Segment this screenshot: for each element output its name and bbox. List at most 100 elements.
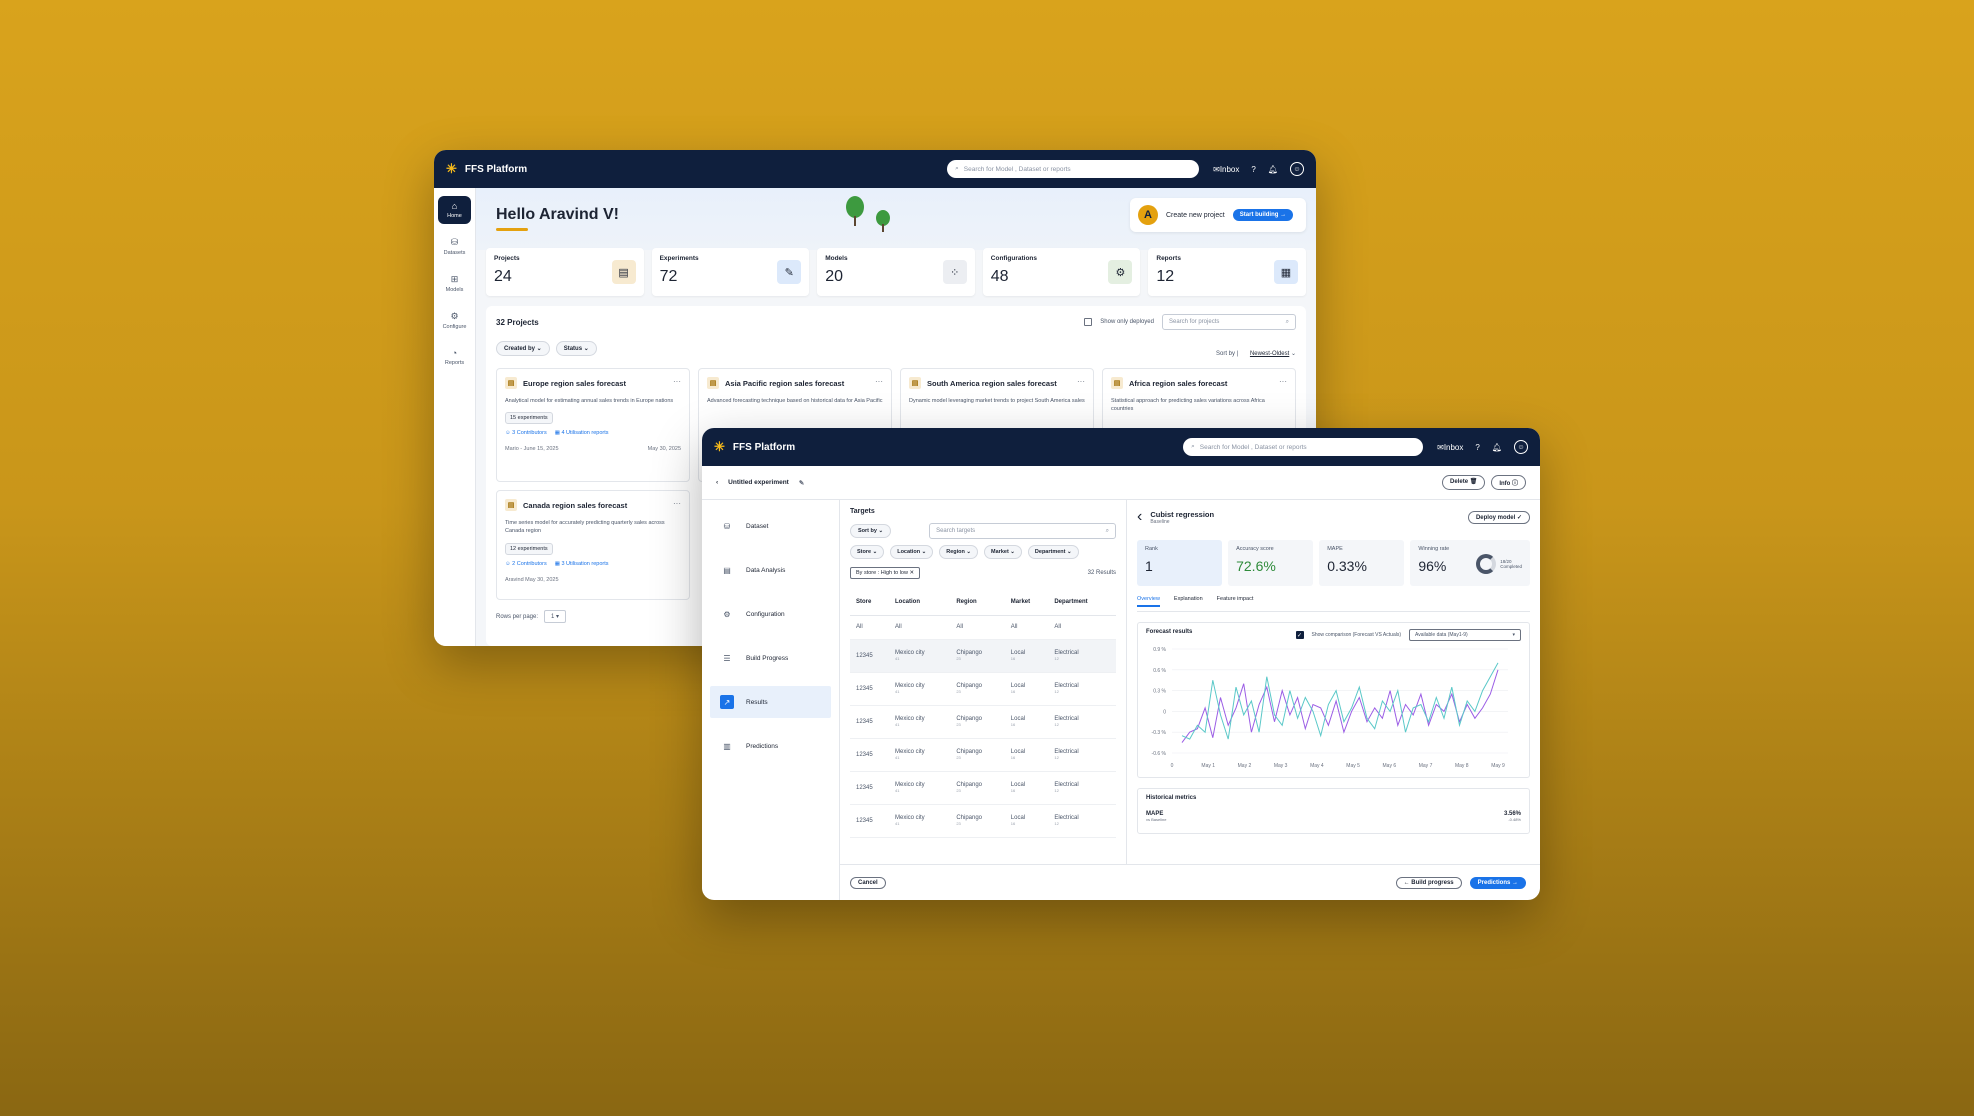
more-options-icon[interactable]: ··· (1077, 377, 1085, 386)
sidebar-item-reports[interactable]: ◔ Reports (438, 343, 471, 371)
sidebar-item-configure[interactable]: ⚙ Configure (438, 306, 471, 335)
contributors-link[interactable]: ☺ 3 Contributors (505, 430, 547, 436)
step-dataset[interactable]: ⛁ Dataset (710, 510, 831, 542)
experiment-title: Untitled experiment (728, 479, 789, 486)
project-card[interactable]: ▤ Europe region sales forecast ··· Analytic… (496, 368, 690, 482)
inbox-button[interactable]: ✉Inbox (1437, 442, 1464, 452)
cancel-button[interactable]: Cancel (850, 876, 886, 889)
filter-cell[interactable]: All (850, 615, 889, 640)
cell-value: 12345 (856, 718, 873, 725)
column-header[interactable]: Location (889, 589, 951, 616)
filter-store[interactable]: Store ⌄ (850, 545, 885, 559)
step-configuration[interactable]: ⚙ Configuration (710, 598, 831, 630)
tab-overview[interactable]: Overview (1137, 596, 1160, 607)
filter-market[interactable]: Market ⌄ (984, 545, 1022, 559)
card-title-row: ▤ South America region sales forecast (909, 377, 1085, 389)
targets-search-input[interactable]: Search targets ⌕ (929, 523, 1116, 539)
more-options-icon[interactable]: ··· (673, 499, 681, 508)
table-cell: Electrical 12 (1048, 639, 1116, 673)
greeting: Hello Aravind V! (496, 206, 619, 223)
step-data-analysis[interactable]: ▤ Data Analysis (710, 554, 831, 586)
table-row[interactable]: 12345 Mexico city 41 Chipango 23 Local 16 Elect… (850, 771, 1116, 805)
targets-sort[interactable]: Sort by ⌄ (850, 524, 892, 538)
tab-explanation[interactable]: Explanation (1173, 596, 1203, 602)
table-row[interactable]: 12345 Mexico city 41 Chipango 23 Local 16 Elect… (850, 738, 1116, 772)
global-search-input[interactable]: ⌕ Search for Model , Dataset or reports (947, 160, 1200, 178)
cell-value: Local (1010, 683, 1026, 689)
rows-per-page-select[interactable]: 1 ▾ (544, 610, 567, 623)
table-row[interactable]: 12345 Mexico city 41 Chipango 23 Local 16 Elect… (850, 672, 1116, 706)
project-card[interactable]: ▤ Canada region sales forecast ··· Time ser… (496, 490, 690, 600)
column-header[interactable]: Store (850, 589, 889, 616)
more-options-icon[interactable]: ··· (673, 377, 681, 386)
cell-sub: 16 (1010, 788, 1016, 793)
profile-icon[interactable]: ☺ (1290, 162, 1304, 176)
filter-cell[interactable]: All (889, 615, 951, 640)
active-filter-chip[interactable]: By store : High to low ✕ (850, 567, 921, 579)
filter-location[interactable]: Location ⌄ (890, 545, 934, 559)
info-button[interactable]: Info ⓘ (1491, 475, 1526, 490)
back-arrow-icon[interactable]: ‹ (716, 479, 719, 486)
stat-card-configurations[interactable]: Configurations 48 ⚙ (982, 248, 1141, 296)
sort-control[interactable]: Sort by | Newest-Oldest ⌄ (1216, 351, 1296, 357)
profile-icon[interactable]: ☺ (1514, 440, 1528, 454)
build-progress-label: Build progress (1411, 879, 1454, 886)
deploy-model-button[interactable]: Deploy model ✓ (1467, 510, 1530, 524)
cell-value: Mexico city (895, 716, 925, 722)
more-options-icon[interactable]: ··· (875, 377, 883, 386)
reports-link[interactable]: ▦ 3 Utilisation reports (555, 561, 609, 567)
app-logo[interactable]: ✳ FFS Platform (714, 439, 795, 455)
help-icon[interactable]: ? (1475, 442, 1480, 452)
sidebar-item-datasets[interactable]: ⛁ Datasets (438, 232, 471, 261)
table-row[interactable]: 12345 Mexico city 41 Chipango 23 Local 16 Elect… (850, 705, 1116, 739)
filter-department[interactable]: Department ⌄ (1027, 545, 1079, 559)
data-range-select[interactable]: Available data (May1-9) ▾ (1409, 629, 1521, 641)
filter-cell[interactable]: All (950, 615, 1005, 640)
comparison-checkbox[interactable]: ✓ (1295, 631, 1304, 639)
column-header[interactable]: Market (1004, 589, 1049, 616)
sidebar-item-home[interactable]: ⌂ Home (438, 196, 471, 224)
edit-pencil-icon[interactable]: ✎ (798, 479, 805, 487)
status-filter[interactable]: Status ⌄ (555, 341, 597, 356)
column-header[interactable]: Department (1048, 589, 1116, 616)
back-arrow-icon[interactable]: ‹ (1137, 508, 1143, 525)
sidebar-item-models[interactable]: ⊞ Models (438, 269, 471, 298)
step-results[interactable]: ↗ Results (710, 686, 831, 718)
filter-cell[interactable]: All (1004, 615, 1049, 640)
filter-region[interactable]: Region ⌄ (939, 545, 979, 559)
cell-value: Electrical (1054, 683, 1079, 689)
global-search-input[interactable]: ⌕ Search for Model , Dataset or reports (1183, 438, 1424, 456)
y-tick-label: 0.9 % (1153, 647, 1166, 653)
tab-feature-impact[interactable]: Feature impact (1216, 596, 1254, 602)
step-predictions[interactable]: ▥ Predictions (710, 730, 831, 762)
bell-icon[interactable]: 🔔︎ (1491, 442, 1502, 452)
help-icon[interactable]: ? (1251, 164, 1256, 174)
stat-card-models[interactable]: Models 20 ⁘ (817, 248, 975, 296)
step-build-progress[interactable]: ☰ Build Progress (710, 642, 831, 674)
filter-cell[interactable]: All (1048, 615, 1116, 640)
created-by-filter[interactable]: Created by ⌄ (496, 341, 550, 356)
project-search-input[interactable]: Search for projects ⌕ (1162, 314, 1296, 330)
start-building-button[interactable]: Start building → (1232, 209, 1294, 221)
app-logo[interactable]: ✳ FFS Platform (446, 161, 527, 177)
more-options-icon[interactable]: ··· (1279, 377, 1287, 386)
project-cards: ▤ Europe region sales forecast ··· Analytic… (496, 368, 1296, 482)
table-row[interactable]: 12345 Mexico city 41 Chipango 23 Local 16 Elect… (850, 804, 1116, 838)
table-cell: Chipango 23 (950, 639, 1005, 673)
contributors-link[interactable]: ☺ 2 Contributors (505, 561, 547, 567)
stat-card-reports[interactable]: Reports 12 ▦ (1148, 248, 1306, 296)
deployed-checkbox[interactable] (1084, 318, 1093, 326)
project-filters: Created by ⌄ Status ⌄ (496, 341, 1296, 356)
delete-button[interactable]: Delete 🗑︎ (1442, 475, 1486, 490)
inbox-button[interactable]: ✉Inbox (1213, 164, 1240, 174)
table-row[interactable]: 12345 Mexico city 41 Chipango 23 Local 16 Elect… (850, 639, 1116, 673)
stat-card-experiments[interactable]: Experiments 72 ✎ (651, 248, 810, 296)
reports-link[interactable]: ▦ 4 Utilisation reports (555, 430, 609, 436)
stat-card-projects[interactable]: Projects 24 ▤ (486, 248, 644, 296)
cell-value: Local (1010, 782, 1026, 788)
card-footer: Mario - June 15, 2025 May 30, 2025 (505, 446, 681, 452)
build-progress-button[interactable]: ← Build progress (1395, 876, 1462, 889)
column-header[interactable]: Region (950, 589, 1005, 616)
predictions-button[interactable]: Predictions → (1469, 876, 1526, 889)
bell-icon[interactable]: 🔔︎ (1267, 164, 1278, 174)
